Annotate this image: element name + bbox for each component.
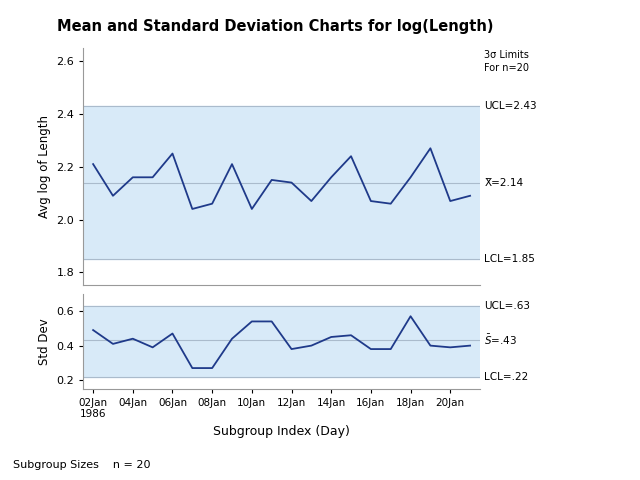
Text: UCL=2.43: UCL=2.43 xyxy=(484,101,537,111)
Y-axis label: Std Dev: Std Dev xyxy=(38,318,51,365)
Text: LCL=.22: LCL=.22 xyxy=(484,372,529,382)
Bar xyxy=(83,306,480,377)
Y-axis label: Avg log of Length: Avg log of Length xyxy=(38,115,51,218)
Text: $\bar{S}$=.43: $\bar{S}$=.43 xyxy=(484,334,517,348)
Text: 3σ Limits
For n=20: 3σ Limits For n=20 xyxy=(484,50,529,73)
Text: Subgroup Sizes    n = 20: Subgroup Sizes n = 20 xyxy=(13,460,150,470)
Text: Mean and Standard Deviation Charts for log(Length): Mean and Standard Deviation Charts for l… xyxy=(57,19,493,34)
Text: UCL=.63: UCL=.63 xyxy=(484,301,531,311)
Text: X̅=2.14: X̅=2.14 xyxy=(484,178,524,188)
Text: LCL=1.85: LCL=1.85 xyxy=(484,254,535,264)
Bar xyxy=(83,106,480,259)
X-axis label: Subgroup Index (Day): Subgroup Index (Day) xyxy=(213,425,350,438)
